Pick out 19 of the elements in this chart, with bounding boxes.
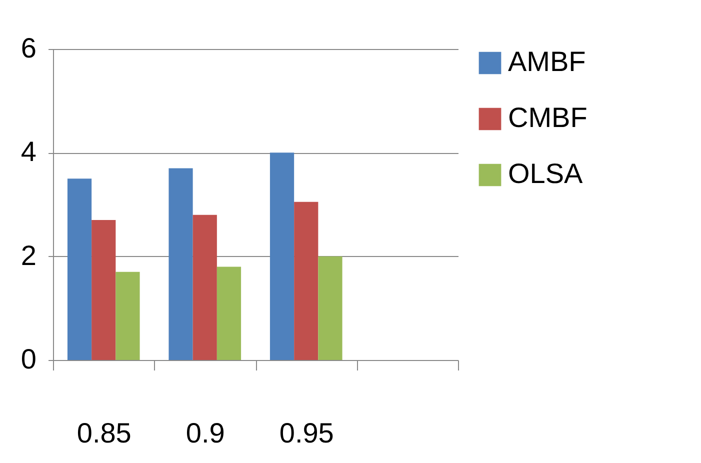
bar — [216, 266, 242, 360]
x-tick-label: 0.9 — [186, 418, 225, 448]
x-tick-label: 0.95 — [279, 418, 334, 448]
bar — [168, 168, 193, 360]
bar — [67, 178, 92, 360]
bar — [294, 202, 318, 360]
x-tick-label: 0.85 — [76, 418, 132, 448]
y-tick-label: 4 — [20, 136, 36, 168]
bar — [92, 220, 116, 360]
bar — [270, 152, 294, 360]
y-tick-label: 2 — [20, 240, 36, 271]
bar — [116, 272, 140, 360]
y-tick-label: 0 — [20, 344, 36, 374]
bar — [192, 214, 217, 360]
bar — [318, 256, 342, 360]
legend-label: CMBF — [508, 102, 588, 133]
legend-label: AMBF — [508, 46, 586, 77]
y-tick-label: 6 — [20, 32, 36, 64]
legend-label: OLSA — [508, 158, 584, 189]
